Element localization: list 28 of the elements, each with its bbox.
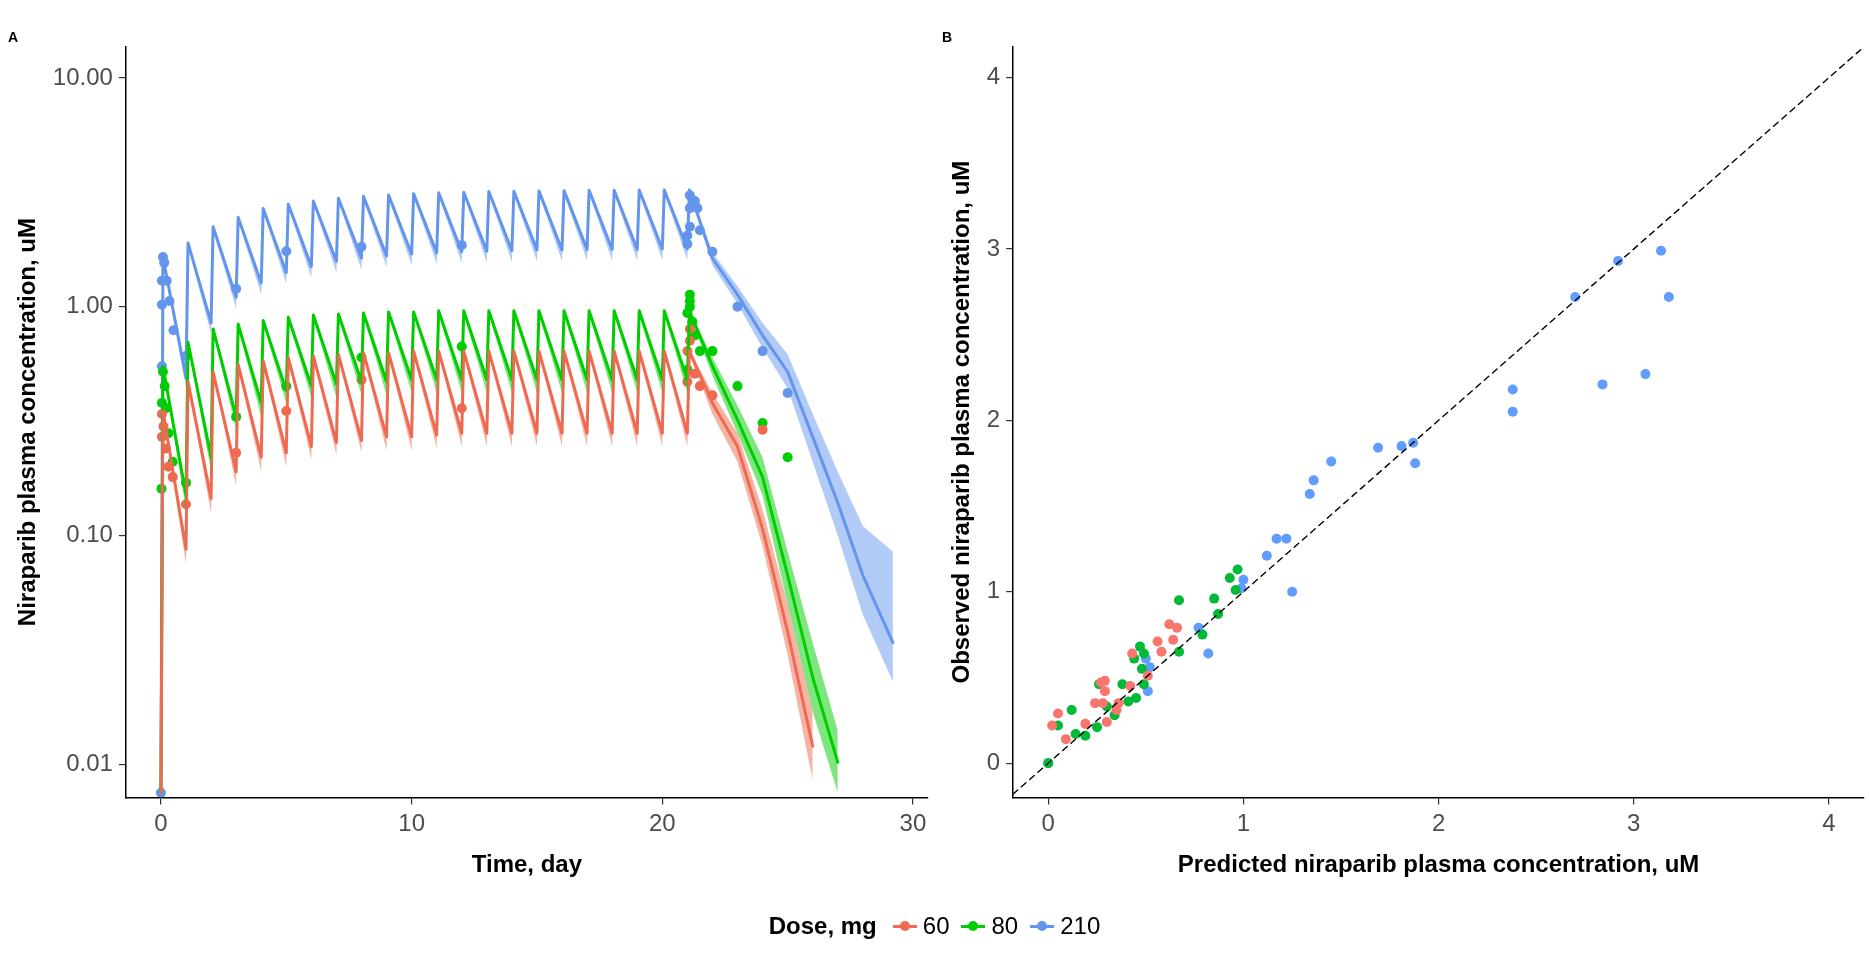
x-tick-label: 10 — [398, 809, 425, 837]
legend-title: Dose, mg — [768, 912, 877, 940]
x-tick-label: 2 — [1431, 809, 1446, 837]
y-tick-label: 0.10 — [66, 520, 113, 548]
y-tick-label: 1.00 — [66, 291, 113, 319]
x-axis-title: Predicted niraparib plasma concentration, uM — [1177, 850, 1700, 878]
x-tick-label: 1 — [1236, 809, 1251, 837]
x-tick-label: 0 — [1041, 809, 1055, 837]
y-tick-label: 10.00 — [52, 62, 113, 90]
text: A — [8, 29, 19, 46]
x-tick-label: 4 — [1822, 809, 1836, 837]
x-tick-label: 20 — [648, 809, 676, 837]
x-tick-label: 0 — [154, 809, 168, 837]
y-tick-label: 4 — [986, 62, 1001, 90]
legend-label: 60 — [922, 912, 950, 940]
y-tick-label: 0 — [986, 747, 1001, 775]
y-tick-label: 3 — [986, 233, 1001, 261]
y-tick-label: 1 — [986, 576, 1001, 604]
legend-label: 210 — [1060, 912, 1101, 940]
legend-label: 80 — [991, 912, 1019, 940]
x-tick-label: 3 — [1627, 809, 1641, 837]
y-tick-label: 2 — [986, 405, 1001, 433]
x-tick-label: 30 — [899, 809, 927, 837]
x-axis-title: Time, day — [471, 850, 583, 878]
chart-title: B — [942, 29, 953, 46]
y-axis-title: Observed niraparib plasma concentration, uM — [947, 160, 975, 684]
y-axis-title: Niraparib plasma concentration, uM — [13, 218, 41, 627]
y-tick-label: 0.01 — [66, 748, 113, 776]
